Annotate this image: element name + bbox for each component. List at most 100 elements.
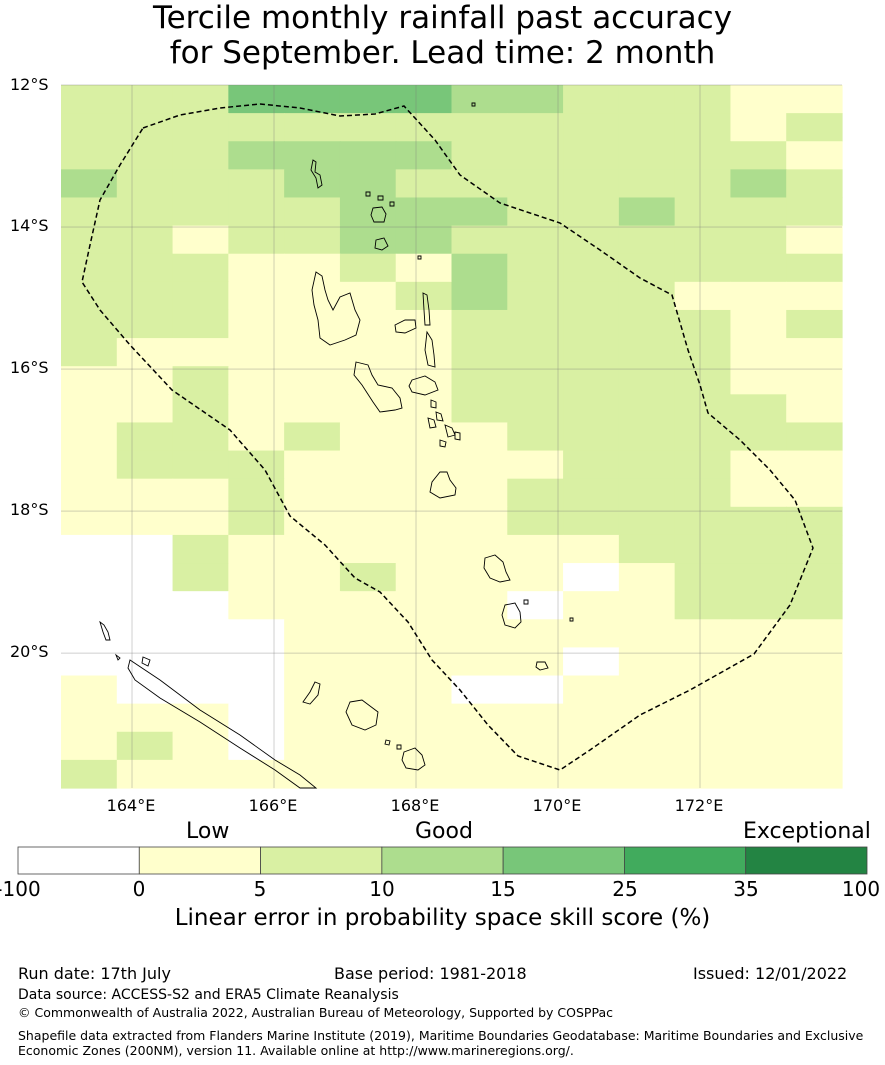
skill-cell: [507, 281, 564, 311]
skill-cell: [451, 731, 508, 761]
island-coast: [377, 195, 384, 201]
skill-cell: [451, 141, 508, 170]
skill-cell: [61, 197, 118, 227]
skill-cell: [451, 338, 508, 367]
skill-cell: [395, 591, 453, 620]
skill-cell: [786, 253, 843, 283]
skill-cell: [507, 85, 564, 114]
skill-cell: [451, 759, 508, 789]
skill-cell: [395, 675, 453, 705]
island-coast: [389, 201, 395, 207]
skill-cell: [674, 141, 732, 170]
skill-cell: [730, 338, 787, 367]
map-title-line-1: Tercile monthly rainfall past accuracy: [152, 0, 733, 36]
skill-cell: [228, 619, 285, 648]
island-coast: [345, 699, 379, 731]
colorbar-segment: [624, 846, 747, 875]
skill-cell: [116, 309, 174, 339]
skill-cell: [228, 591, 285, 620]
lon-label: 168°E: [390, 796, 440, 815]
skill-cell: [172, 253, 229, 283]
copyright: © Commonwealth of Australia 2022, Austra…: [18, 1005, 613, 1020]
skill-cell: [563, 506, 620, 536]
skill-cell: [674, 731, 732, 761]
island-coast: [422, 292, 431, 326]
colorbar-tick: 25: [612, 877, 638, 901]
skill-cell: [339, 141, 397, 170]
skill-cell: [618, 759, 676, 789]
skill-cell: [228, 647, 285, 677]
skill-cell: [284, 141, 341, 170]
skill-cell: [116, 338, 174, 367]
skill-cell: [61, 591, 118, 620]
skill-cell: [786, 366, 843, 395]
skill-cell: [395, 225, 453, 255]
skill-cell: [172, 506, 229, 536]
skill-cell: [172, 281, 229, 311]
skill-cell: [451, 506, 508, 536]
skill-cell: [618, 197, 676, 227]
skill-cell: [507, 422, 564, 452]
skill-cell: [786, 169, 843, 199]
skill-cell: [284, 759, 341, 789]
skill-cell: [116, 366, 174, 395]
eez-boundary: [81, 103, 814, 771]
skill-cell: [339, 506, 397, 536]
skill-cell: [172, 478, 229, 508]
skill-cell: [618, 619, 676, 648]
island-coast: [302, 681, 321, 705]
skill-cell: [507, 113, 564, 142]
skill-cell: [563, 422, 620, 452]
skill-cell: [674, 563, 732, 592]
skill-cell: [507, 478, 564, 508]
skill-cell: [61, 506, 118, 536]
skill-cell: [451, 675, 508, 705]
island-coast: [310, 159, 323, 189]
skill-cell: [339, 731, 397, 761]
skill-cell: [172, 675, 229, 705]
skill-cell: [61, 169, 118, 199]
island-coast: [439, 439, 447, 448]
skill-cell: [116, 675, 174, 705]
skill-cell: [116, 281, 174, 311]
skill-cell: [172, 366, 229, 395]
skill-cell: [786, 619, 843, 648]
skill-cell: [563, 647, 620, 677]
skill-cell: [674, 366, 732, 395]
skill-cell: [674, 647, 732, 677]
skill-cell: [674, 197, 732, 227]
skill-cell: [451, 422, 508, 452]
skill-cell: [618, 478, 676, 508]
skill-cell: [451, 253, 508, 283]
island-coast: [424, 330, 436, 368]
skill-cell: [61, 253, 118, 283]
skill-cell: [61, 675, 118, 705]
skill-cell: [395, 731, 453, 761]
skill-cell: [786, 450, 843, 480]
skill-cell: [339, 394, 397, 424]
skill-cell: [507, 225, 564, 255]
skill-cell: [618, 85, 676, 114]
skill-cell: [116, 197, 174, 227]
skill-cell: [674, 85, 732, 114]
skill-cell: [228, 169, 285, 199]
skill-cell: [674, 422, 732, 452]
category-good: Good: [415, 819, 473, 844]
skill-cell: [339, 563, 397, 592]
skill-cell: [730, 197, 787, 227]
island-coast: [141, 656, 151, 667]
skill-cell: [284, 422, 341, 452]
skill-cell: [172, 563, 229, 592]
skill-cell: [228, 759, 285, 789]
skill-cell: [228, 366, 285, 395]
skill-cell: [451, 534, 508, 564]
skill-cell: [618, 450, 676, 480]
skill-cell: [674, 759, 732, 789]
skill-cell: [730, 394, 787, 424]
skill-cell: [563, 394, 620, 424]
colorbar-tick: 10: [369, 877, 395, 901]
skill-cell: [618, 647, 676, 677]
skill-cell: [451, 619, 508, 648]
skill-cell: [395, 366, 453, 395]
skill-cell: [284, 506, 341, 536]
